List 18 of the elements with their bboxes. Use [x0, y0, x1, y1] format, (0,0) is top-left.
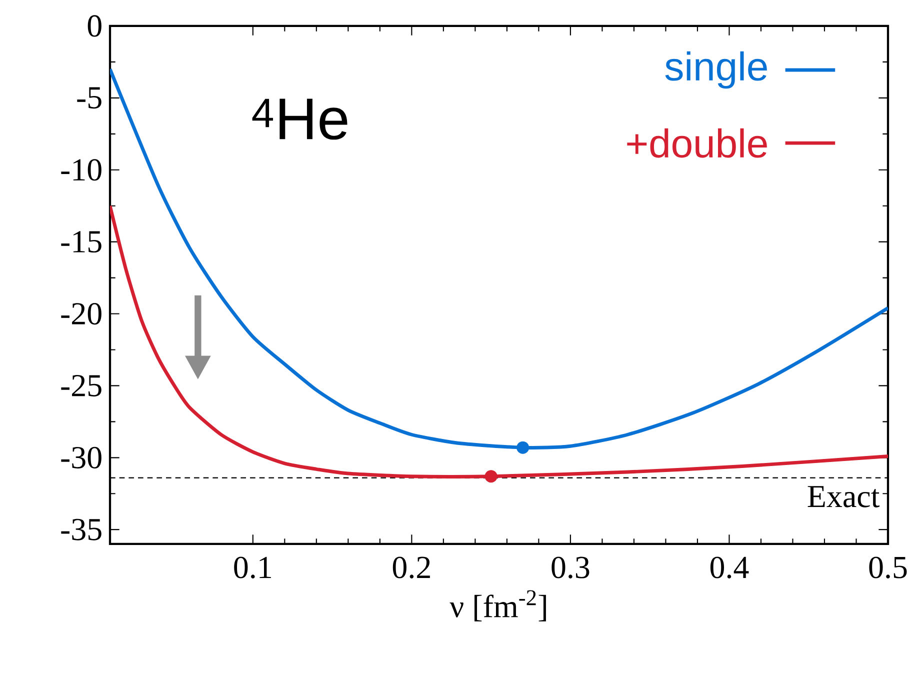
x-tick-label: 0.1 [234, 556, 271, 578]
y-tick-label: -25 [61, 374, 102, 396]
y-tick-label: -35 [61, 518, 102, 540]
legend-label: +double [627, 128, 767, 158]
y-tick-label: -15 [61, 231, 102, 253]
ref-line-label: Exact [808, 486, 880, 508]
x-tick-label: 0.3 [552, 556, 590, 578]
legend-label: single [665, 51, 767, 89]
y-tick-label: -10 [61, 159, 102, 181]
y-tick-label: -5 [77, 87, 102, 109]
x-axis-title: ν [fm$^{-2}$] [450, 590, 546, 622]
text: $^{4}$He [252, 98, 348, 140]
x-tick-label: 0.2 [392, 556, 430, 578]
x-tick-label: 0.4 [710, 556, 749, 578]
y-tick-label: -20 [61, 302, 102, 325]
y-tick-label: 0 [88, 15, 102, 37]
y-tick-label: -30 [61, 446, 102, 468]
x-tick-label: 0.5 [869, 556, 907, 578]
